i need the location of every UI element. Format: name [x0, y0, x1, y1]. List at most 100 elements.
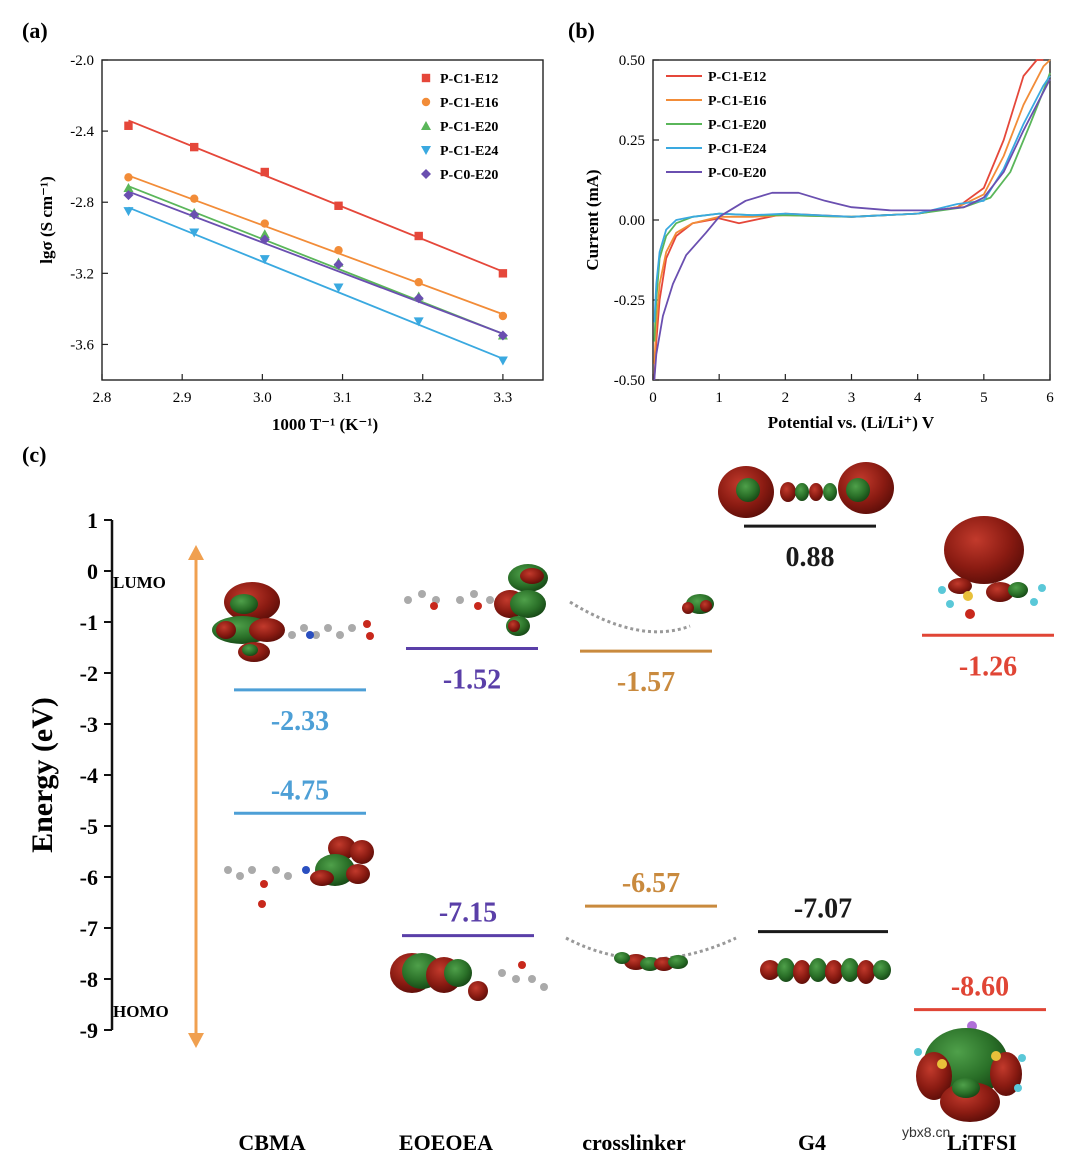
legend-label: P-C1-E16 [708, 94, 766, 109]
data-point-P-C1-E24 [123, 207, 134, 217]
x-tick-label: 3.0 [253, 390, 272, 406]
panel-a-plot-frame [101, 59, 544, 381]
lumo-label: LUMO [113, 573, 166, 592]
litfsi-lumo-orbital-icon [938, 516, 1046, 619]
panel-a-ylabel: lgσ (S cm⁻¹) [37, 176, 56, 264]
crosslinker-lumo-orbital-icon [569, 594, 714, 634]
x-tick-label: 2 [782, 390, 790, 406]
cbma-lumo-orbital-icon [212, 582, 374, 662]
energy-tick-label: -7 [80, 916, 98, 941]
x-tick-label: 2.9 [173, 390, 192, 406]
x-tick-label: 3.3 [494, 390, 513, 406]
panel-b-legend: P-C1-E12 P-C1-E16 P-C1-E20 P-C1-E24 P-C0-E20 [666, 70, 766, 181]
data-point-P-C1-E12 [414, 231, 423, 241]
panel-a-label: (a) [22, 18, 48, 43]
molecule-name-CBMA: CBMA [238, 1130, 305, 1155]
panel-b-xlabel: Potential vs. (Li/Li⁺) V [768, 413, 935, 432]
legend-label: P-C1-E20 [708, 118, 766, 133]
eoeoea-lumo-orbital-icon [404, 564, 548, 636]
y-tick-label: 0.00 [619, 213, 645, 229]
homo-value-G4: -7.07 [794, 894, 852, 925]
panel-a-ticks: 2.8 2.9 3.0 3.1 3.2 3.3 -2.0 -2.4 -2.8 -3.2 -3.6 [70, 53, 512, 406]
data-point-P-C1-E16 [124, 173, 133, 182]
fit-line-P-C1-E24 [128, 206, 504, 360]
molecule-name-LiTFSI: LiTFSI [947, 1130, 1017, 1155]
x-tick-label: 3.2 [413, 390, 432, 406]
fit-line-P-C0-E20 [128, 190, 504, 335]
energy-tick-label: -3 [80, 712, 98, 737]
panel-a-data-points [123, 121, 508, 366]
g4-lumo-orbital-icon [718, 462, 894, 518]
legend-label: P-C1-E12 [440, 72, 498, 87]
arrow-head-top-icon [188, 545, 204, 560]
x-tick-label: 3 [848, 390, 856, 406]
energy-tick-label: -5 [80, 814, 98, 839]
panel-a-legend: P-C1-E12 P-C1-E16 P-C1-E20 P-C1-E24 P-C0-E20 [421, 72, 498, 183]
legend-label: P-C1-E16 [440, 96, 498, 111]
x-tick-label: 4 [914, 390, 922, 406]
energy-tick-label: 1 [87, 508, 98, 533]
legend-label: P-C1-E20 [440, 120, 498, 135]
energy-tick-label: -2 [80, 661, 98, 686]
panel-b: (b) 0 1 2 3 4 5 6 0.50 0.25 0.00 -0.25 -0.50 P-C1-E… [568, 18, 1054, 432]
data-point-P-C1-E16 [498, 311, 508, 321]
y-tick-label: -2.4 [70, 124, 94, 140]
homo-label: HOMO [113, 1002, 169, 1021]
data-point-P-C0-E20 [497, 330, 508, 341]
data-point-P-C0-E20 [333, 259, 344, 270]
lumo-value-G4: 0.88 [786, 542, 835, 573]
lumo-value-crosslinker: -1.57 [617, 667, 675, 698]
data-point-P-C1-E20 [259, 229, 270, 239]
y-tick-label: -0.25 [614, 293, 645, 309]
x-tick-label: 3.1 [333, 390, 352, 406]
panel-a-xlabel: 1000 T⁻¹ (K⁻¹) [272, 415, 378, 434]
panel-b-ylabel: Current (mA) [583, 169, 602, 270]
data-point-P-C0-E20 [413, 293, 424, 304]
homo-value-LiTFSI: -8.60 [951, 972, 1009, 1003]
cbma-homo-orbital-icon [224, 836, 374, 908]
x-tick-label: 2.8 [93, 390, 112, 406]
cv-curve-P-C1-E24 [653, 75, 1051, 323]
data-point-P-C1-E12 [334, 201, 343, 210]
legend-marker-P-C1-E24 [421, 146, 431, 155]
data-point-P-C0-E20 [123, 190, 134, 201]
legend-label: P-C1-E12 [708, 70, 766, 85]
data-point-P-C1-E16 [414, 278, 423, 287]
y-tick-label: -2.8 [70, 195, 94, 211]
energy-tick-label: 0 [87, 559, 98, 584]
y-tick-label: -3.6 [70, 337, 94, 353]
g4-homo-orbital-icon [760, 958, 891, 984]
arrow-head-bottom-icon [188, 1033, 204, 1048]
data-point-P-C1-E16 [334, 246, 343, 255]
panel-b-ticks: 0 1 2 3 4 5 6 0.50 0.25 0.00 -0.25 -0.50 [614, 53, 1055, 406]
energy-tick-label: -4 [80, 763, 98, 788]
lumo-value-CBMA: -2.33 [271, 706, 329, 737]
cv-curve-P-C0-E20 [653, 78, 1051, 381]
panel-c-ylabel: Energy (eV) [26, 697, 59, 853]
legend-marker-P-C1-E16 [421, 97, 431, 107]
panel-b-cv-curves [653, 59, 1051, 381]
y-tick-label: -0.50 [614, 373, 645, 389]
legend-label: P-C0-E20 [708, 166, 766, 181]
watermark: ybx8.cn [902, 1124, 950, 1140]
molecule-name-crosslinker: crosslinker [582, 1130, 686, 1155]
data-point-P-C1-E24 [259, 255, 270, 265]
molecule-name-G4: G4 [798, 1130, 826, 1155]
energy-tick-label: -9 [80, 1018, 98, 1043]
data-point-P-C1-E24 [333, 283, 344, 293]
data-point-P-C1-E24 [189, 228, 200, 238]
energy-tick-label: -8 [80, 967, 98, 992]
legend-label: P-C1-E24 [440, 144, 498, 159]
data-point-P-C1-E24 [497, 356, 508, 366]
panel-b-label: (b) [568, 18, 595, 43]
molecule-name-EOEOEA: EOEOEA [399, 1130, 493, 1155]
x-tick-label: 0 [649, 390, 657, 406]
data-point-P-C1-E20 [123, 183, 134, 192]
legend-marker-P-C0-E20 [421, 169, 431, 179]
homo-value-EOEOEA: -7.15 [439, 898, 497, 929]
data-point-P-C1-E12 [498, 269, 508, 278]
homo-value-CBMA: -4.75 [271, 775, 329, 806]
eoeoea-homo-orbital-icon [390, 953, 548, 1001]
legend-marker-P-C1-E20 [421, 121, 431, 130]
